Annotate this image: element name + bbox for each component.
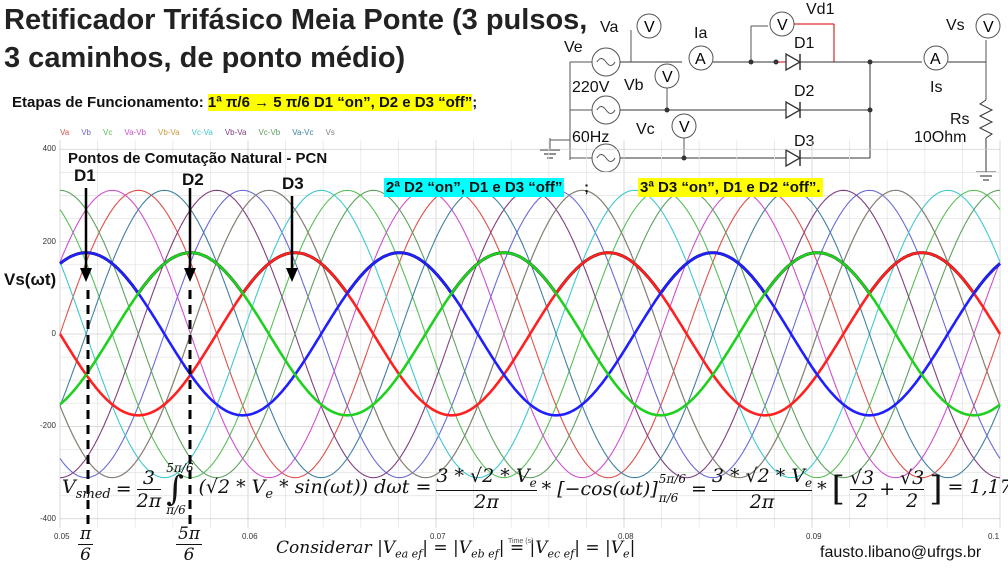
highlight-line-Vc_hl xyxy=(59,251,1001,417)
page-title-line1: Retificador Trifásico Meia Ponte (3 puls… xyxy=(4,4,588,36)
y-tick-label: -200 xyxy=(39,421,56,431)
eq-plus: + xyxy=(879,478,896,500)
eq-frac-1: 3 2π xyxy=(136,466,162,512)
vb-meter-letter: V xyxy=(662,69,673,86)
eq-times: * xyxy=(817,478,827,500)
chart-highlight-group xyxy=(58,251,1002,417)
vd1-meter-letter: V xyxy=(777,17,788,34)
marker-d3: D3 xyxy=(282,174,304,193)
x-tick-label: 0.05 xyxy=(54,532,70,541)
label-220v: 220V xyxy=(572,79,610,96)
stage3-highlight: 3ª D3 “on”, D1 e D2 “off”. xyxy=(638,178,823,197)
label-d2: D2 xyxy=(794,83,815,100)
eq-frac-3: 3 * √2 * Ve 2π xyxy=(711,465,813,513)
series-line-7 xyxy=(59,189,1001,479)
label-10ohm: 10Ohm xyxy=(914,129,966,146)
legend-entry: Vc xyxy=(103,128,113,137)
label-vb: Vb xyxy=(624,77,644,94)
legend-entry: Va xyxy=(60,128,70,137)
label-vs: Vs xyxy=(946,17,965,34)
legend-entry: Vc-Va xyxy=(191,128,213,137)
highlight-line-Vs_out xyxy=(59,251,1001,297)
legend-entry: Vs xyxy=(325,128,335,137)
label-d1: D1 xyxy=(794,35,815,52)
stage2-suffix: ; xyxy=(584,179,589,196)
x-tick-label: 0.1 xyxy=(988,532,1000,541)
chart-grid xyxy=(59,140,1001,528)
pcn-label: Pontos de Comutação Natural - PCN xyxy=(68,150,328,167)
ia-meter-letter: A xyxy=(695,51,706,68)
label-va: Va xyxy=(600,19,618,36)
etapas-label: Etapas de Funcionamento: xyxy=(12,94,204,111)
vs-axis-label: Vs(ωt) xyxy=(4,270,57,289)
legend-entry: Vb-Va xyxy=(224,128,247,137)
vc-meter-letter: V xyxy=(679,119,690,136)
marker-d2: D2 xyxy=(182,170,204,189)
legend-entry: Vc-Vb xyxy=(258,128,281,137)
eq-result: = 1,17 * Ve xyxy=(947,476,1008,499)
label-ve: Ve xyxy=(564,39,583,56)
stage2-highlight: 2ª D2 “on”, D1 e D3 “off” xyxy=(384,178,565,197)
label-d3: D3 xyxy=(794,133,815,150)
vs-meter-letter: V xyxy=(983,19,994,36)
arrow-d2-icon xyxy=(184,188,196,282)
label-60hz: 60Hz xyxy=(572,129,609,146)
legend-entry: Vb-Va xyxy=(157,128,180,137)
eq-integral: 5π/6 ∫ π/6 xyxy=(166,461,194,517)
legend-entry: Va-Vc xyxy=(292,128,314,137)
y-tick-label: 200 xyxy=(42,236,56,246)
label-rs: Rs xyxy=(950,111,970,128)
series-line-2 xyxy=(59,189,1001,479)
stage1-highlight: 1ª π/6 → 5 π/6 D1 “on”, D2 e D3 “off” xyxy=(207,94,473,111)
eq-equals-3: = xyxy=(690,478,707,500)
highlight-line-Va_hl xyxy=(58,251,1002,417)
x-tick-label: 0.09 xyxy=(806,532,822,541)
considerar-note: Considerar |Vea ef| = |Veb ef| = |Vec ef… xyxy=(276,538,636,561)
legend-entry: Vb xyxy=(81,128,91,137)
eq-integrand: (√2 * Ve * sin(ωt)) dωt = xyxy=(198,476,432,502)
eq-root-2: √3 2 xyxy=(900,466,925,512)
legend-entry: Va-Vb xyxy=(124,128,146,137)
marker-d1: D1 xyxy=(74,166,96,185)
label-ia: Ia xyxy=(694,25,707,42)
average-voltage-equation: Vsmed = 3 2π 5π/6 ∫ π/6 (√2 * Ve * sin(ωt… xyxy=(62,462,1008,516)
y-tick-label: 400 xyxy=(42,144,56,154)
chart-legend: Va Vb Vc Va-Vb Vb-Va Vc-Va Vb-Va Vc-Vb Va-Vc Vs xyxy=(60,128,347,137)
y-tick-label: 0 xyxy=(51,329,56,338)
author-email: fausto.libano@ufrgs.br xyxy=(820,544,982,561)
circuit-diagram: V V V A V A V Va Ve 220V Vb 60Hz xyxy=(540,1,1001,181)
arrow-d1-icon xyxy=(80,188,92,282)
eq-lhs: Vsmed xyxy=(62,476,111,502)
eq-eval-limits: 5π/6 π/6 xyxy=(658,471,686,505)
x-tick-label: 0.06 xyxy=(242,532,258,541)
label-vc: Vc xyxy=(636,121,655,138)
arrow-d3-icon xyxy=(286,196,298,282)
label-vd1: Vd1 xyxy=(806,1,835,18)
stage1-suffix: ; xyxy=(472,94,478,111)
is-meter-letter: A xyxy=(930,51,941,68)
eq-frac-2: 3 * √2 * Ve 2π xyxy=(436,465,537,513)
frac-5pi-6: 5π 6 xyxy=(176,524,202,565)
eq-cos-term: * [−cos(ωt)] xyxy=(541,478,658,500)
eq-root-1: √3 2 xyxy=(849,466,875,512)
etapas-line: Etapas de Funcionamento: 1ª π/6 → 5 π/6 … xyxy=(12,94,477,111)
x-tick-label: 0.07 xyxy=(430,532,446,541)
page-title-line2: 3 caminhos, de ponto médio) xyxy=(4,42,406,74)
label-is: Is xyxy=(930,79,942,96)
time-axis-label: Time (s) xyxy=(508,538,534,545)
series-line-1 xyxy=(59,189,1001,479)
x-tick-label: 0.08 xyxy=(618,532,634,541)
y-tick-label: -400 xyxy=(39,513,56,523)
eq-equals-1: = xyxy=(115,478,132,500)
highlight-line-Vb_hl xyxy=(59,251,1001,417)
va-meter-letter: V xyxy=(644,19,655,36)
